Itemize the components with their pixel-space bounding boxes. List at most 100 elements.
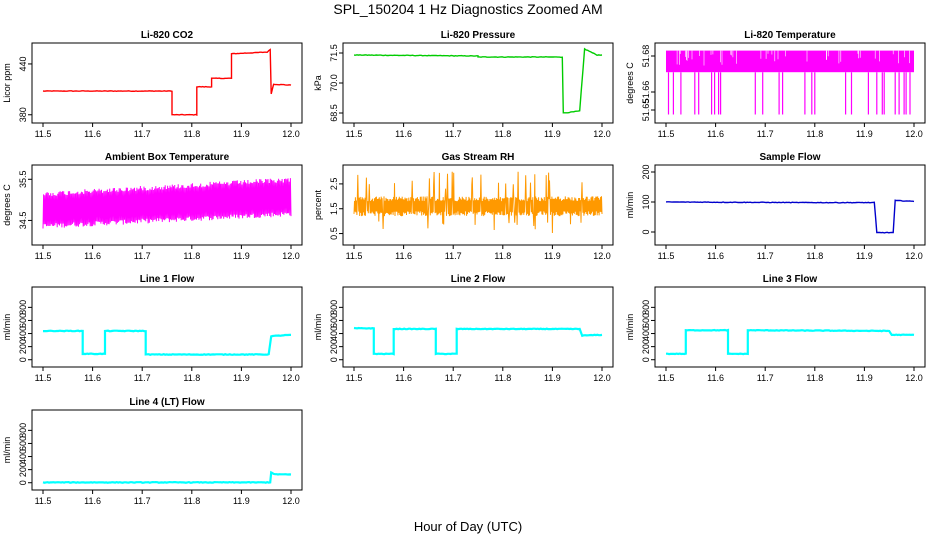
x-tick-label: 11.8 [183, 251, 200, 261]
x-tick-label: 11.7 [757, 373, 774, 383]
x-tick-label: 11.7 [757, 251, 774, 261]
y-axis-label: degrees C [625, 62, 635, 104]
y-axis-label: ml/min [2, 437, 12, 464]
y-tick-label: 800 [329, 300, 339, 315]
x-tick-label: 11.7 [445, 373, 462, 383]
x-tick-label: 11.5 [35, 129, 52, 139]
x-tick-label: 11.6 [395, 373, 412, 383]
y-tick-label: 71.5 [329, 44, 339, 62]
x-tick-label: 12.0 [282, 129, 300, 139]
x-tick-label: 12.0 [282, 373, 300, 383]
series-line [353, 171, 603, 234]
y-tick-label: 600 [641, 313, 651, 328]
panel-7: Line 1 Flow 11.5 11.6 11.7 11.8 11.9 12.0 0 2004… [2, 274, 303, 383]
panel-5: Gas Stream RH 11.5 11.6 11.7 11.8 11.9 12.0 0.5… [313, 152, 614, 261]
x-tick-label: 11.5 [658, 251, 675, 261]
panel-title: Li-820 Temperature [744, 30, 836, 41]
series-line [353, 47, 603, 114]
y-tick-label: 400 [641, 326, 651, 341]
y-tick-label: 400 [329, 326, 339, 341]
x-tick-label: 11.6 [707, 251, 724, 261]
x-tick-label: 11.6 [707, 373, 724, 383]
y-tick-label: 800 [18, 423, 28, 438]
plot-frame [31, 42, 303, 124]
panel-9: Line 3 Flow 11.5 11.6 11.7 11.8 11.9 12.0 0 2004… [625, 274, 926, 383]
x-tick-label: 11.5 [346, 373, 363, 383]
x-tick-label: 11.8 [183, 496, 200, 506]
series-line [665, 199, 915, 234]
y-tick-label: 2.5 [329, 178, 339, 191]
x-tick-label: 12.0 [282, 496, 300, 506]
x-tick-label: 11.5 [35, 373, 52, 383]
x-tick-label: 11.6 [84, 373, 101, 383]
x-tick-label: 11.8 [806, 251, 823, 261]
x-tick-label: 11.6 [84, 496, 101, 506]
plot-frame [31, 409, 303, 491]
x-tick-label: 11.5 [346, 129, 363, 139]
x-tick-label: 11.9 [856, 251, 873, 261]
plot-frame [654, 286, 926, 368]
y-axis-label: Licor ppm [2, 63, 12, 103]
x-tick-label: 11.7 [445, 129, 462, 139]
y-tick-label: 200 [18, 339, 28, 354]
panel-title: Gas Stream RH [442, 152, 515, 163]
y-axis-label: degrees C [2, 184, 12, 226]
x-tick-label: 12.0 [905, 251, 923, 261]
series-line [42, 48, 292, 116]
y-tick-label: 51.65 [641, 99, 651, 122]
x-tick-label: 11.9 [233, 373, 250, 383]
y-tick-label: 0.5 [329, 227, 339, 240]
panel-title: Line 4 (LT) Flow [129, 397, 205, 408]
panel-title: Line 2 Flow [451, 274, 506, 285]
x-tick-label: 11.8 [806, 373, 823, 383]
x-tick-label: 11.7 [134, 251, 151, 261]
y-tick-label: 68.5 [329, 104, 339, 122]
x-tick-label: 11.7 [134, 129, 151, 139]
panel-title: Ambient Box Temperature [105, 152, 230, 163]
x-tick-label: 12.0 [593, 129, 611, 139]
y-tick-label: 51.68 [641, 45, 651, 68]
y-tick-label: 400 [18, 449, 28, 464]
y-tick-label: 34.5 [18, 212, 28, 230]
x-tick-label: 11.9 [233, 129, 250, 139]
series-gaps [676, 50, 910, 66]
x-tick-label: 11.5 [35, 251, 52, 261]
x-tick-label: 11.7 [757, 129, 774, 139]
panel-6: Sample Flow 11.5 11.6 11.7 11.8 11.9 12.0 0 100 2… [625, 152, 926, 261]
x-tick-label: 11.6 [707, 129, 724, 139]
x-tick-label: 11.6 [395, 251, 412, 261]
x-tick-label: 12.0 [905, 129, 923, 139]
x-tick-label: 11.8 [183, 129, 200, 139]
y-tick-label: 600 [18, 313, 28, 328]
x-tick-label: 11.7 [134, 496, 151, 506]
panel-8: Line 2 Flow 11.5 11.6 11.7 11.8 11.9 12.0 0 2004… [313, 274, 614, 383]
y-tick-label: 400 [18, 326, 28, 341]
x-tick-label: 11.8 [183, 373, 200, 383]
x-tick-label: 11.8 [494, 373, 511, 383]
x-tick-label: 11.8 [494, 129, 511, 139]
y-tick-label: 70.0 [329, 74, 339, 92]
panel-title: Li-820 Pressure [441, 30, 516, 41]
series-line [666, 328, 915, 356]
y-tick-label: 0 [641, 229, 651, 234]
y-tick-label: 0 [641, 357, 651, 362]
x-tick-label: 11.7 [134, 373, 151, 383]
x-tick-label: 11.6 [84, 129, 101, 139]
series-line [43, 329, 291, 356]
panel-title: Line 1 Flow [140, 274, 195, 285]
y-axis-label: kPa [313, 75, 323, 91]
series-line [353, 326, 603, 356]
y-tick-label: 0 [18, 357, 28, 362]
series-spikes [667, 72, 911, 115]
panel-4: Ambient Box Temperature 11.5 11.6 11.7 11.8 1… [2, 152, 303, 261]
x-tick-label: 11.6 [84, 251, 101, 261]
figure-title: SPL_150204 1 Hz Diagnostics Zoomed AM [333, 1, 602, 17]
y-tick-label: 200 [329, 339, 339, 354]
x-tick-label: 11.9 [233, 496, 250, 506]
y-tick-label: 800 [18, 300, 28, 315]
y-axis-label: ml/min [625, 192, 635, 219]
x-tick-label: 12.0 [593, 251, 611, 261]
y-tick-label: 600 [18, 436, 28, 451]
y-tick-label: 51.66 [641, 81, 651, 104]
